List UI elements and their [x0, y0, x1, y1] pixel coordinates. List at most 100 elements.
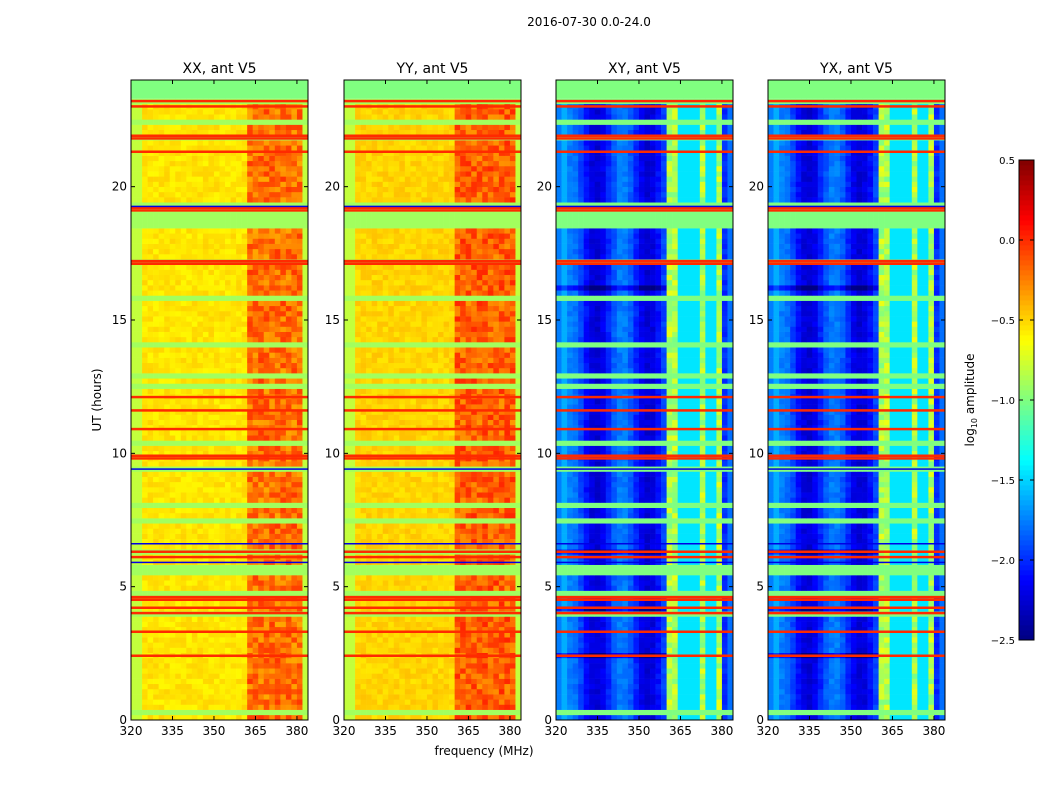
heatmap-cell	[197, 704, 204, 710]
heatmap-cell	[377, 642, 384, 648]
heatmap-cell	[291, 404, 298, 410]
heatmap-cell	[147, 714, 154, 721]
heatmap-cell	[186, 631, 193, 638]
heatmap-cell	[280, 383, 287, 389]
heatmap-cell	[493, 626, 500, 633]
heatmap-cell	[191, 621, 198, 628]
heatmap-cell	[449, 626, 455, 633]
heatmap-cell	[225, 575, 231, 581]
heatmap-cell	[285, 191, 292, 198]
heatmap-cell	[426, 569, 433, 576]
heatmap-cell	[236, 621, 242, 628]
heatmap-cell	[241, 580, 248, 586]
heatmap-cell	[302, 140, 309, 146]
heatmap-cell	[263, 621, 270, 628]
heatmap-cell	[236, 461, 242, 467]
heatmap-cell	[285, 663, 292, 669]
heatmap-cell	[186, 637, 193, 643]
heatmap-cell	[202, 336, 209, 343]
heatmap-cell	[153, 709, 159, 716]
heatmap-cell	[186, 476, 193, 483]
heatmap-cell	[280, 688, 287, 695]
heatmap-cell	[280, 165, 287, 172]
heatmap-cell	[131, 704, 137, 710]
heatmap-cell	[186, 512, 193, 519]
heatmap-cell	[225, 668, 231, 674]
heatmap-cell	[169, 538, 176, 545]
heatmap-cell	[136, 321, 143, 327]
x-axis-label: frequency (MHz)	[434, 744, 533, 758]
heatmap-cell	[258, 435, 265, 441]
heatmap-cell	[236, 378, 242, 384]
heatmap-cell	[454, 626, 461, 633]
heatmap-cell	[164, 533, 171, 540]
heatmap-cell	[131, 440, 137, 446]
heatmap-cell	[504, 657, 511, 664]
heatmap-cell	[131, 264, 137, 270]
heatmap-cell	[208, 626, 215, 633]
heatmap-cell	[291, 538, 298, 545]
heatmap-cell	[291, 316, 298, 322]
heatmap-cell	[208, 714, 215, 721]
heatmap-cell	[142, 404, 148, 410]
heatmap-cell	[153, 450, 159, 457]
heatmap-cell	[371, 538, 378, 545]
heatmap-cell	[236, 668, 242, 674]
heatmap-cell	[142, 181, 148, 187]
heatmap-cell	[285, 668, 292, 674]
heatmap-cell	[131, 197, 137, 203]
heatmap-cell	[230, 704, 237, 710]
heatmap-cell	[263, 352, 270, 358]
heatmap-cell	[213, 590, 220, 597]
heatmap-cell	[230, 295, 237, 301]
heatmap-cell	[219, 197, 226, 203]
heatmap-cell	[186, 217, 193, 224]
heatmap-cell	[202, 342, 209, 348]
heatmap-cell	[202, 699, 209, 705]
heatmap-cell	[186, 186, 193, 193]
heatmap-cell	[247, 626, 253, 633]
heatmap-cell	[191, 326, 198, 332]
heatmap-cell	[269, 197, 276, 203]
heatmap-cell	[252, 694, 259, 700]
heatmap-cell	[382, 543, 389, 550]
x-tick-label: 320	[120, 724, 143, 738]
heatmap-cell	[443, 575, 450, 581]
heatmap-cell	[202, 367, 209, 374]
heatmap-cell	[225, 626, 231, 633]
heatmap-cell	[136, 476, 143, 483]
heatmap-cell	[142, 683, 148, 690]
heatmap-cell	[208, 590, 215, 597]
heatmap-cell	[241, 362, 248, 369]
heatmap-cell	[280, 378, 287, 384]
heatmap-cell	[158, 543, 165, 550]
heatmap-cell	[291, 191, 298, 198]
heatmap-cell	[158, 129, 165, 136]
heatmap-cell	[208, 404, 215, 410]
heatmap-cell	[280, 238, 287, 244]
heatmap-cell	[476, 569, 483, 576]
heatmap-cell	[219, 321, 226, 327]
heatmap-cell	[415, 642, 422, 648]
heatmap-cell	[393, 647, 400, 653]
heatmap-cell	[241, 191, 248, 198]
heatmap-cell	[285, 248, 292, 255]
heatmap-cell	[393, 595, 400, 602]
heatmap-cell	[291, 248, 298, 255]
heatmap-cell	[252, 264, 259, 270]
heatmap-cell	[296, 709, 303, 716]
heatmap-cell	[158, 326, 165, 332]
heatmap-cell	[236, 222, 242, 229]
heatmap-cell	[147, 673, 154, 679]
heatmap-cell	[241, 616, 248, 622]
heatmap-cell	[197, 336, 204, 343]
heatmap-cell	[454, 595, 461, 602]
heatmap-cell	[213, 217, 220, 224]
heatmap-cell	[263, 569, 270, 576]
heatmap-cell	[136, 668, 143, 674]
heatmap-cell	[241, 212, 248, 219]
heatmap-cell	[225, 699, 231, 705]
heatmap-cell	[263, 145, 270, 151]
heatmap-cell	[241, 476, 248, 483]
heatmap-cell	[225, 398, 231, 405]
